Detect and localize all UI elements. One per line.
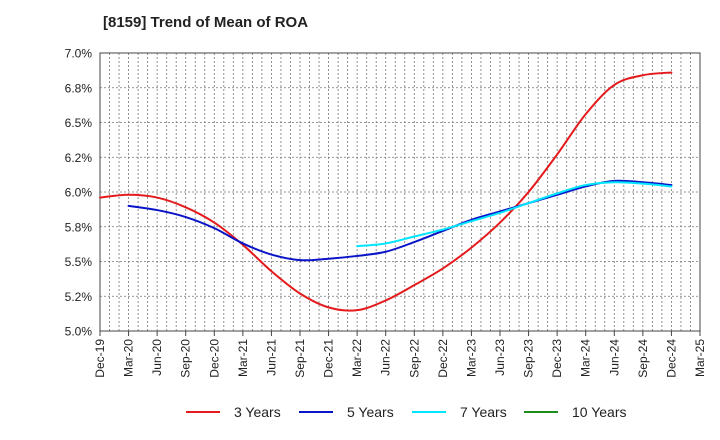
legend-label: 7 Years — [460, 404, 507, 420]
x-tick-label: Mar-21 — [236, 339, 250, 377]
y-tick-label: 6.0% — [65, 186, 93, 200]
x-tick-label: Dec-23 — [550, 339, 564, 378]
y-tick-label: 6.2% — [65, 151, 93, 165]
x-tick-label: Dec-24 — [664, 339, 678, 378]
x-tick-label: Mar-22 — [350, 339, 364, 377]
x-tick-label: Mar-24 — [579, 339, 593, 377]
legend-item: 7 Years — [412, 404, 507, 420]
y-tick-label: 5.8% — [65, 220, 93, 234]
x-tick-label: Dec-19 — [93, 339, 107, 378]
y-tick-label: 6.8% — [65, 81, 93, 95]
series-line-7-years — [356, 181, 673, 248]
y-tick-label: 5.2% — [65, 290, 93, 304]
x-tick-label: Sep-21 — [293, 339, 307, 378]
x-tick-label: Dec-20 — [207, 339, 221, 378]
series-line-3-years — [99, 71, 673, 312]
x-tick-label: Sep-22 — [407, 339, 421, 378]
y-tick-label: 5.5% — [65, 255, 93, 269]
chart-title: [8159] Trend of Mean of ROA — [103, 14, 309, 31]
legend-swatch — [299, 411, 333, 413]
y-tick-label: 6.5% — [65, 116, 93, 130]
series-line-5-years — [127, 179, 673, 262]
x-tick-label: Mar-23 — [464, 339, 478, 377]
legend-item: 10 Years — [524, 404, 627, 420]
x-tick-label: Jun-24 — [607, 339, 621, 376]
x-tick-label: Mar-20 — [122, 339, 136, 377]
chart-legend: 3 Years 5 Years 7 Years 10 Years — [0, 404, 720, 426]
x-tick-label: Jun-20 — [150, 339, 164, 376]
legend-swatch — [412, 411, 446, 413]
x-tick-label: Mar-25 — [693, 339, 707, 377]
legend-swatch — [524, 411, 558, 413]
legend-label: 5 Years — [347, 404, 394, 420]
y-tick-label: 7.0% — [65, 47, 93, 61]
x-tick-label: Jun-21 — [264, 339, 278, 376]
chart-plot: 7.0%6.8%6.5%6.2%6.0%5.8%5.5%5.2%5.0%Dec-… — [65, 47, 707, 378]
x-tick-label: Sep-23 — [522, 339, 536, 378]
legend-item: 3 Years — [186, 404, 281, 420]
legend-label: 3 Years — [234, 404, 281, 420]
x-tick-label: Dec-21 — [322, 339, 336, 378]
x-tick-label: Sep-24 — [636, 339, 650, 378]
x-tick-label: Jun-22 — [379, 339, 393, 376]
x-tick-label: Sep-20 — [179, 339, 193, 378]
x-tick-label: Dec-22 — [436, 339, 450, 378]
legend-item: 5 Years — [299, 404, 394, 420]
y-tick-label: 5.0% — [65, 325, 93, 339]
legend-label: 10 Years — [572, 404, 627, 420]
plot-border — [99, 52, 701, 332]
legend-swatch — [186, 411, 220, 413]
x-tick-label: Jun-23 — [493, 339, 507, 376]
